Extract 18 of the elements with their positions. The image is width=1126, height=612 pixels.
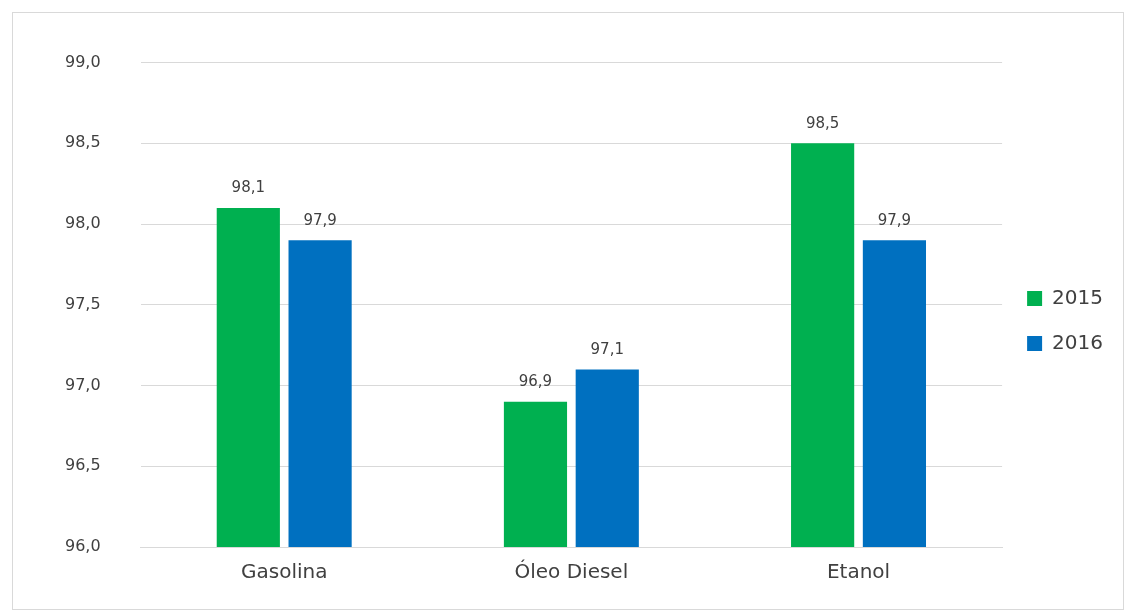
legend-label: 2015 — [1052, 284, 1104, 309]
data-label: 98,1 — [231, 178, 266, 197]
x-tick-label: Gasolina — [240, 559, 328, 584]
x-tick-label: Óleo Diesel — [514, 559, 629, 584]
y-tick-label: 98,5 — [65, 132, 101, 152]
data-label: 97,1 — [590, 339, 624, 358]
data-label: 98,5 — [805, 113, 840, 132]
y-tick-label: 97,5 — [65, 293, 101, 313]
y-tick-label: 96,5 — [65, 455, 101, 475]
y-tick-label: 99,0 — [65, 51, 101, 71]
y-tick-label: 96,0 — [65, 536, 101, 556]
x-tick-label: Etanol — [826, 559, 891, 584]
legend-label: 2016 — [1052, 329, 1104, 354]
data-label: 97,9 — [303, 210, 337, 229]
data-label: 97,9 — [877, 210, 912, 229]
data-label: 96,9 — [518, 372, 553, 391]
y-tick-label: 98,0 — [65, 213, 101, 233]
y-tick-label: 97,0 — [65, 374, 101, 394]
